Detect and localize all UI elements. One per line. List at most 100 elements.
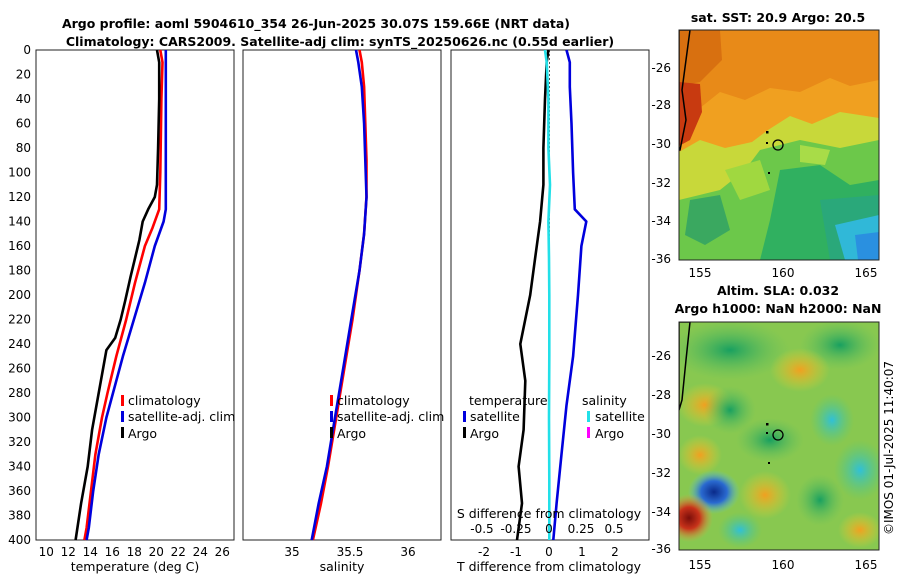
- salinity-xtick: 35: [284, 545, 299, 559]
- sst-ytick: -32: [651, 176, 671, 190]
- temperature-xlabel: temperature (deg C): [71, 559, 200, 574]
- argo-position-marker: [772, 139, 784, 151]
- legend-swatch-satellite: [330, 411, 333, 422]
- depth-tick-label: 220: [8, 313, 31, 327]
- legend-swatch-s-argo: [587, 427, 590, 438]
- depth-tick-label: 40: [16, 92, 31, 106]
- depth-tick-label: 100: [8, 166, 31, 180]
- legend-swatch-satellite: [121, 411, 124, 422]
- difference-xtick: 0: [545, 545, 553, 559]
- legend-swatch-climatology: [121, 395, 124, 406]
- series-line-climatology: [83, 49, 164, 541]
- figure-title-line2: Climatology: CARS2009. Satellite-adj cli…: [66, 34, 614, 50]
- series-line-t-argo: [515, 49, 550, 541]
- legend-title-salinity: salinity: [582, 393, 627, 408]
- difference-xtick: 1: [578, 545, 586, 559]
- temperature-xtick: 18: [127, 545, 142, 559]
- temperature-xtick: 10: [39, 545, 54, 559]
- sla-xtick: 160: [772, 558, 795, 572]
- difference-xtick: -1: [510, 545, 522, 559]
- depth-tick-label: 140: [8, 215, 31, 229]
- float-track-point: [766, 131, 769, 134]
- salinity-difference-tick: -0.5: [470, 522, 493, 536]
- depth-tick-label: 80: [16, 141, 31, 155]
- sst-map-yticks: -26 -28 -30 -32 -34 -36: [651, 61, 671, 266]
- difference-xtick: 2: [611, 545, 619, 559]
- temperature-plot-area: [35, 49, 235, 541]
- difference-legend: temperature satellite Argo salinity sate…: [463, 393, 645, 441]
- temperature-xtick: 26: [215, 545, 230, 559]
- legend-label: climatology: [337, 393, 410, 408]
- depth-tick-label: 120: [8, 190, 31, 204]
- sst-map-image: [679, 30, 879, 260]
- imos-credit: ©IMOS 01-Jul-2025 11:40:07: [882, 361, 896, 535]
- depth-tick-label: 0: [23, 43, 31, 57]
- legend-swatch-argo: [330, 427, 333, 438]
- depth-tick-label: 360: [8, 484, 31, 498]
- sla-xtick: 165: [855, 558, 878, 572]
- float-track-point: [766, 142, 768, 144]
- salinity-difference-tick: 0.25: [568, 522, 595, 536]
- sla-ytick: -32: [651, 466, 671, 480]
- float-track-point: [768, 172, 770, 174]
- legend-swatch-argo: [121, 427, 124, 438]
- depth-tick-label: 320: [8, 435, 31, 449]
- sla-ytick: -26: [651, 349, 671, 363]
- difference-xtick: -2: [478, 545, 490, 559]
- legend-label: Argo: [595, 426, 624, 441]
- temperature-xtick: 16: [105, 545, 120, 559]
- depth-tick-label: 400: [8, 533, 31, 547]
- depth-tick-label: 260: [8, 362, 31, 376]
- legend-label: climatology: [128, 393, 201, 408]
- salinity-plot-area: [242, 49, 442, 541]
- sla-xtick: 155: [689, 558, 712, 572]
- legend-swatch-climatology: [330, 395, 333, 406]
- sst-ytick: -28: [651, 98, 671, 112]
- legend-label: satellite: [595, 409, 645, 424]
- sst-xtick: 155: [689, 266, 712, 280]
- sla-map-yticks: -26 -28 -30 -32 -34 -36: [651, 349, 671, 556]
- sst-ytick: -30: [651, 137, 671, 151]
- float-track-point: [766, 423, 769, 426]
- legend-title-temperature: temperature: [469, 393, 548, 408]
- sst-xtick: 160: [772, 266, 795, 280]
- sst-xtick: 165: [855, 266, 878, 280]
- legend-label: Argo: [128, 426, 157, 441]
- salinity-xlabel: salinity: [320, 559, 365, 574]
- sst-map-frame: [678, 29, 880, 261]
- series-line-satellite-adj-clim: [85, 50, 168, 541]
- depth-tick-label: 300: [8, 411, 31, 425]
- salinity-difference-tick: 0: [545, 522, 553, 536]
- depth-tick-label: 60: [16, 117, 31, 131]
- salinity-xtick: 35.5: [337, 545, 364, 559]
- salinity-difference-tick: -0.25: [500, 522, 531, 536]
- depth-tick-label: 180: [8, 264, 31, 278]
- sla-map-title-line1: Altim. SLA: 0.032: [717, 283, 839, 298]
- sla-map-frame: [678, 321, 880, 551]
- sla-ytick: -36: [651, 542, 671, 556]
- depth-tick-label: 20: [16, 68, 31, 82]
- sla-map-title-line2: Argo h1000: NaN h2000: NaN: [675, 301, 882, 316]
- sst-ytick: -26: [651, 61, 671, 75]
- salinity-difference-label: S difference from climatology: [457, 506, 642, 521]
- argo-position-marker: [772, 429, 784, 441]
- legend-label: Argo: [337, 426, 366, 441]
- salinity-xtick: 36: [400, 545, 415, 559]
- salinity-difference-tick: 0.5: [604, 522, 623, 536]
- depth-tick-label: 160: [8, 239, 31, 253]
- legend-label: satellite-adj. clim: [337, 409, 444, 424]
- sla-map-image: [679, 322, 879, 550]
- sla-ytick: -34: [651, 505, 671, 519]
- depth-tick-label: 240: [8, 337, 31, 351]
- series-line-argo: [74, 49, 161, 541]
- sla-ytick: -30: [651, 427, 671, 441]
- depth-tick-label: 380: [8, 509, 31, 523]
- depth-tick-label: 340: [8, 460, 31, 474]
- figure-title-line1: Argo profile: aoml 5904610_354 26-Jun-20…: [62, 16, 570, 32]
- float-track-point: [766, 432, 768, 434]
- salinity-legend: climatology satellite-adj. clim Argo: [330, 393, 444, 441]
- temperature-xtick: 14: [83, 545, 98, 559]
- legend-swatch-t-satellite: [463, 411, 466, 422]
- legend-label: satellite: [470, 409, 520, 424]
